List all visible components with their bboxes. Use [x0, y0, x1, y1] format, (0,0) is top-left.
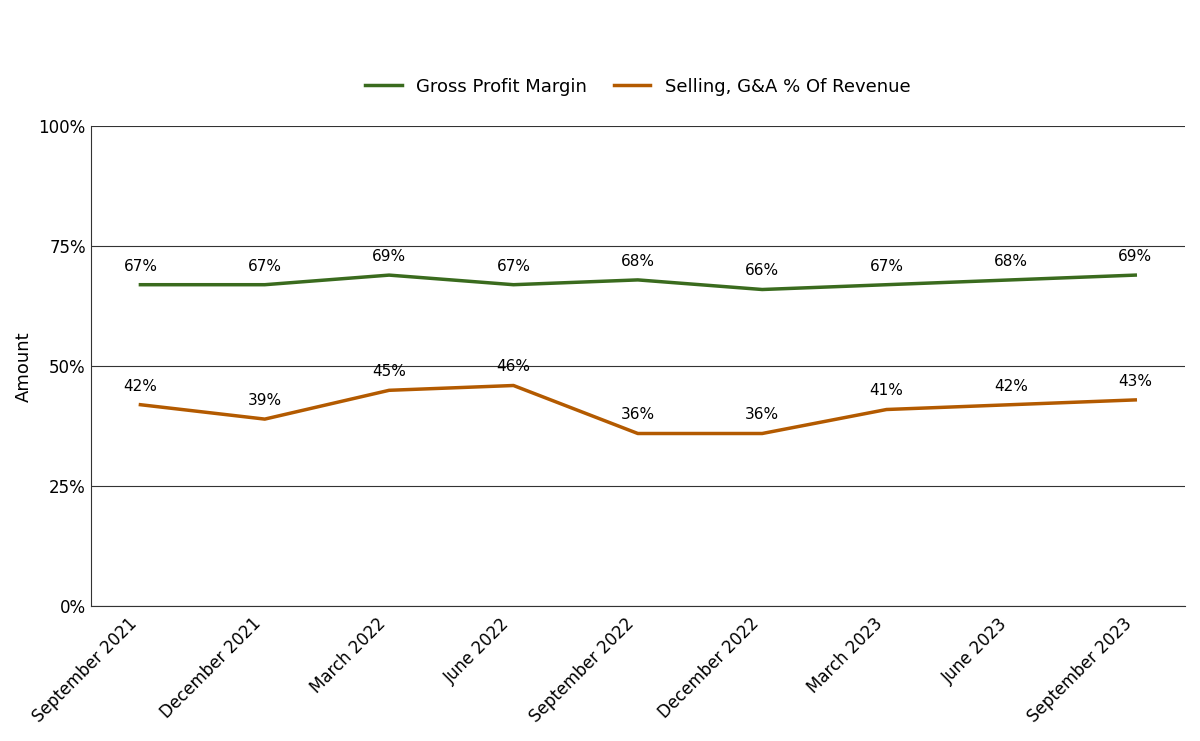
Text: 45%: 45%	[372, 364, 406, 379]
Selling, G&A % Of Revenue	[133, 400, 148, 409]
Text: 43%: 43%	[1118, 373, 1152, 389]
Selling, G&A % Of Revenue	[382, 386, 396, 395]
Text: 66%: 66%	[745, 263, 779, 279]
Selling, G&A % Of Revenue	[1128, 396, 1142, 405]
Text: 42%: 42%	[124, 379, 157, 393]
Selling, G&A % Of Revenue	[506, 381, 521, 390]
Text: 69%: 69%	[1118, 249, 1152, 264]
Text: 67%: 67%	[124, 259, 157, 273]
Text: 36%: 36%	[620, 408, 655, 422]
Selling, G&A % Of Revenue	[631, 429, 646, 438]
Selling, G&A % Of Revenue	[1003, 400, 1018, 409]
Text: 67%: 67%	[497, 259, 530, 273]
Text: 68%: 68%	[994, 254, 1028, 269]
Text: 39%: 39%	[247, 393, 282, 408]
Gross Profit Margin	[382, 270, 396, 279]
Text: 67%: 67%	[247, 259, 282, 273]
Gross Profit Margin	[506, 280, 521, 289]
Text: 42%: 42%	[994, 379, 1028, 393]
Selling, G&A % Of Revenue	[755, 429, 769, 438]
Gross Profit Margin	[1128, 270, 1142, 279]
Text: 41%: 41%	[870, 383, 904, 399]
Gross Profit Margin	[880, 280, 894, 289]
Text: 36%: 36%	[745, 408, 779, 422]
Text: 67%: 67%	[870, 259, 904, 273]
Line: Selling, G&A % Of Revenue: Selling, G&A % Of Revenue	[140, 385, 1135, 433]
Text: 68%: 68%	[620, 254, 655, 269]
Selling, G&A % Of Revenue	[258, 415, 272, 424]
Gross Profit Margin	[1003, 276, 1018, 285]
Text: 69%: 69%	[372, 249, 406, 264]
Y-axis label: Amount: Amount	[14, 331, 34, 402]
Selling, G&A % Of Revenue	[880, 405, 894, 414]
Text: 46%: 46%	[497, 359, 530, 374]
Legend: Gross Profit Margin, Selling, G&A % Of Revenue: Gross Profit Margin, Selling, G&A % Of R…	[366, 78, 910, 96]
Gross Profit Margin	[755, 285, 769, 294]
Gross Profit Margin	[631, 276, 646, 285]
Gross Profit Margin	[133, 280, 148, 289]
Line: Gross Profit Margin: Gross Profit Margin	[140, 275, 1135, 290]
Gross Profit Margin	[258, 280, 272, 289]
